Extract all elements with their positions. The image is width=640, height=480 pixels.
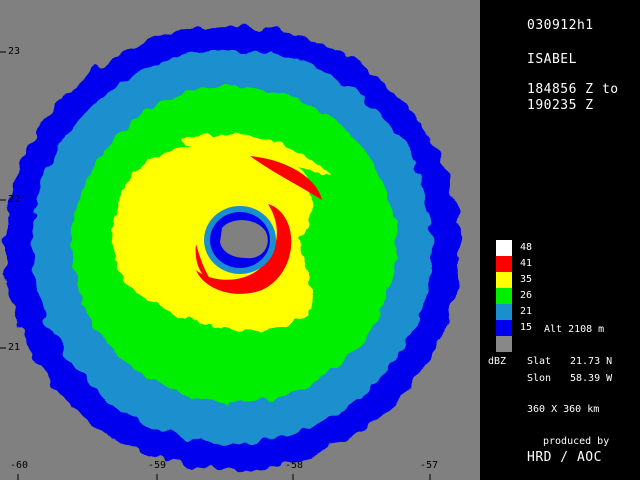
- legend-swatch-15: [496, 320, 512, 336]
- legend-label-35: 35: [520, 274, 533, 285]
- legend-label-21: 21: [520, 306, 533, 317]
- legend-row-none: [496, 336, 606, 352]
- flight-id: 030912h1: [527, 18, 594, 33]
- legend-swatch-48: [496, 240, 512, 256]
- legend-label-41: 41: [520, 258, 533, 269]
- legend-label-48: 48: [520, 242, 533, 253]
- altitude-label: Alt 2108 m: [544, 324, 605, 335]
- legend-swatch-no-data: [496, 336, 512, 352]
- hurricane-eye: [220, 220, 268, 259]
- lat-tick-21: 21: [8, 342, 21, 353]
- credit-line-2: HRD / AOC: [527, 450, 602, 465]
- legend-row-48: 48: [496, 240, 606, 256]
- credit-line-1: produced by: [543, 436, 610, 447]
- legend-row-15: 15: [496, 320, 606, 336]
- storm-name: ISABEL: [527, 52, 577, 67]
- outer-arc-41dbz: [250, 156, 322, 200]
- legend-row-21: 21: [496, 304, 606, 320]
- lon-tick-57: -57: [420, 460, 439, 471]
- lon-tick-59: -59: [148, 460, 167, 471]
- lon-tick-60: -60: [10, 460, 29, 471]
- legend-row-26: 26: [496, 288, 606, 304]
- slat-label: Slat: [527, 356, 552, 367]
- reflectivity-band-35dbz-arc: [180, 134, 330, 175]
- lon-tick-58: -58: [285, 460, 304, 471]
- time-range-end: 190235 Z: [527, 98, 594, 113]
- legend-row-35: 35: [496, 272, 606, 288]
- slon-label: Slon: [527, 373, 552, 384]
- lat-tick-23: 23: [8, 46, 21, 57]
- slat-value: 21.73 N: [570, 356, 613, 367]
- legend-swatch-21: [496, 304, 512, 320]
- legend-label-15: 15: [520, 322, 533, 333]
- eyewall-left-41dbz: [195, 244, 212, 282]
- axis-tick-marks: [0, 51, 431, 480]
- radar-reflectivity-map: 23 22 21 -60 -59 -58 -57: [0, 0, 480, 480]
- radar-map-svg: [0, 0, 480, 480]
- legend-swatch-26: [496, 288, 512, 304]
- slon-value: 58.39 W: [570, 373, 613, 384]
- dbz-unit-label: dBZ: [488, 356, 507, 367]
- lat-tick-22: 22: [8, 194, 21, 205]
- legend-swatch-41: [496, 256, 512, 272]
- domain-size: 360 X 360 km: [527, 404, 600, 415]
- legend-row-41: 41: [496, 256, 606, 272]
- legend-swatch-35: [496, 272, 512, 288]
- legend-label-26: 26: [520, 290, 533, 301]
- time-range-start: 184856 Z to: [527, 82, 619, 97]
- eyewall-41dbz: [196, 204, 292, 294]
